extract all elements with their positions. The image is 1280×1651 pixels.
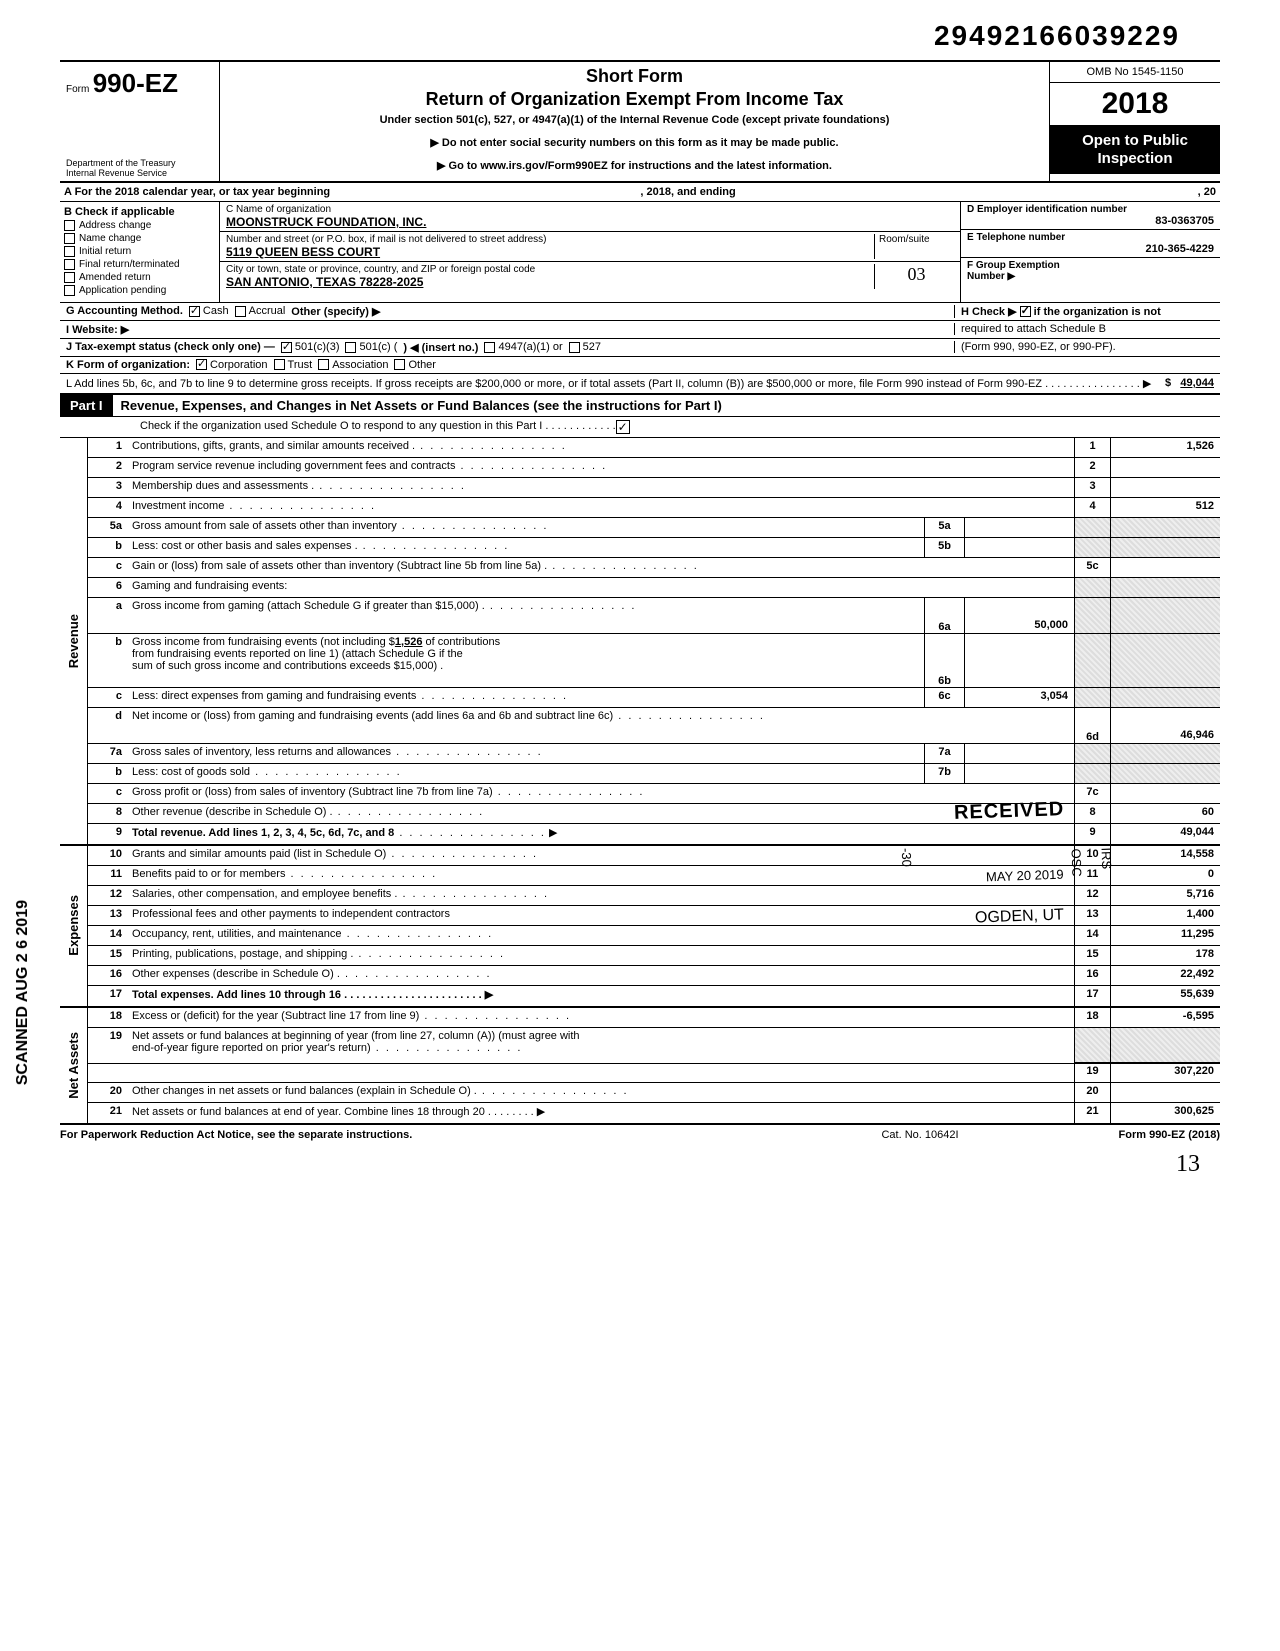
line15-val: 178 bbox=[1110, 946, 1220, 965]
stamp-received: RECEIVED bbox=[953, 798, 1064, 825]
line17-val: 55,639 bbox=[1110, 986, 1220, 1006]
chk-final-return[interactable] bbox=[64, 259, 75, 270]
line9-val: 49,044 bbox=[1110, 824, 1220, 844]
handwritten-03: 03 bbox=[908, 264, 926, 284]
chk-501c[interactable] bbox=[345, 342, 356, 353]
netassets-section: Net Assets 18Excess or (deficit) for the… bbox=[60, 1008, 1220, 1125]
chk-corp[interactable] bbox=[196, 359, 207, 370]
line6a-val: 50,000 bbox=[964, 598, 1074, 633]
expenses-section: Expenses 10Grants and similar amounts pa… bbox=[60, 846, 1220, 1008]
footer-catno: Cat. No. 10642I bbox=[820, 1129, 1020, 1141]
form-number: 990-EZ bbox=[93, 68, 178, 98]
footer-paperwork: For Paperwork Reduction Act Notice, see … bbox=[60, 1129, 820, 1141]
page-number: 13 bbox=[60, 1141, 1220, 1178]
line-k: K Form of organization: Corporation Trus… bbox=[60, 357, 1220, 374]
form-prefix: Form bbox=[66, 84, 89, 95]
header-right: OMB No 1545-1150 2018 Open to Public Ins… bbox=[1050, 62, 1220, 181]
org-city: SAN ANTONIO, TEXAS 78228-2025 bbox=[226, 275, 874, 289]
chk-name-change[interactable] bbox=[64, 233, 75, 244]
line8-val: 60 bbox=[1110, 804, 1220, 823]
chk-sched-o[interactable] bbox=[616, 420, 630, 434]
phone: 210-365-4229 bbox=[967, 243, 1214, 255]
chk-assoc[interactable] bbox=[318, 359, 329, 370]
line10-val: 14,558 bbox=[1110, 846, 1220, 865]
chk-4947[interactable] bbox=[484, 342, 495, 353]
section-def: D Employer identification number 83-0363… bbox=[960, 202, 1220, 302]
line6c-val: 3,054 bbox=[964, 688, 1074, 707]
stamp-date: MAY 20 2019 bbox=[986, 866, 1064, 884]
part1-bar: Part I Revenue, Expenses, and Changes in… bbox=[60, 395, 1220, 417]
chk-address-change[interactable] bbox=[64, 220, 75, 231]
footer-form: Form 990-EZ (2018) bbox=[1020, 1129, 1220, 1141]
chk-other-org[interactable] bbox=[394, 359, 405, 370]
subtitle: Under section 501(c), 527, or 4947(a)(1)… bbox=[228, 114, 1041, 126]
netassets-label: Net Assets bbox=[66, 1032, 81, 1099]
stamp-ogden: OGDEN, UT bbox=[975, 906, 1064, 927]
section-c: C Name of organization MOONSTRUCK FOUNDA… bbox=[220, 202, 960, 302]
block-bcdef: B Check if applicable Address change Nam… bbox=[60, 202, 1220, 303]
line1-val: 1,526 bbox=[1110, 438, 1220, 457]
line-i: I Website: ▶ required to attach Schedule… bbox=[60, 321, 1220, 339]
line7c-val bbox=[1110, 784, 1220, 803]
room-suite-label: Room/suite bbox=[874, 234, 954, 259]
line16-val: 22,492 bbox=[1110, 966, 1220, 985]
scanned-stamp: SCANNED AUG 2 6 2019 bbox=[14, 900, 32, 1085]
line13-val: 1,400 bbox=[1110, 906, 1220, 925]
chk-501c3[interactable] bbox=[281, 342, 292, 353]
revenue-label: Revenue bbox=[66, 614, 81, 668]
chk-trust[interactable] bbox=[274, 359, 285, 370]
line6b-contrib: 1,526 bbox=[395, 636, 423, 648]
gross-receipts: 49,044 bbox=[1180, 377, 1214, 389]
line11-val: 0 bbox=[1110, 866, 1220, 885]
section-b: B Check if applicable Address change Nam… bbox=[60, 202, 220, 302]
line19-val: 307,220 bbox=[1110, 1063, 1220, 1082]
line2-val bbox=[1110, 458, 1220, 477]
line4-val: 512 bbox=[1110, 498, 1220, 517]
note-ssn: ▶ Do not enter social security numbers o… bbox=[228, 136, 1041, 149]
line6d-val: 46,946 bbox=[1110, 708, 1220, 743]
note-url: ▶ Go to www.irs.gov/Form990EZ for instru… bbox=[228, 159, 1041, 172]
revenue-section: Revenue 1Contributions, gifts, grants, a… bbox=[60, 438, 1220, 846]
dln-number: 29492166039229 bbox=[60, 20, 1220, 52]
line-a: A For the 2018 calendar year, or tax yea… bbox=[60, 183, 1220, 202]
expenses-label: Expenses bbox=[66, 895, 81, 956]
line18-val: -6,595 bbox=[1110, 1008, 1220, 1027]
chk-sched-b[interactable] bbox=[1020, 306, 1031, 317]
line-j: J Tax-exempt status (check only one) — 5… bbox=[60, 339, 1220, 357]
line-l: L Add lines 5b, 6c, and 7b to line 9 to … bbox=[60, 374, 1220, 395]
title-return: Return of Organization Exempt From Incom… bbox=[228, 89, 1041, 110]
title-short-form: Short Form bbox=[228, 66, 1041, 87]
line12-val: 5,716 bbox=[1110, 886, 1220, 905]
open-to-public: Open to Public Inspection bbox=[1050, 126, 1220, 174]
line21-val: 300,625 bbox=[1110, 1103, 1220, 1123]
chk-accrual[interactable] bbox=[235, 306, 246, 317]
line14-val: 11,295 bbox=[1110, 926, 1220, 945]
ein: 83-0363705 bbox=[967, 215, 1214, 227]
chk-app-pending[interactable] bbox=[64, 285, 75, 296]
header-mid: Short Form Return of Organization Exempt… bbox=[220, 62, 1050, 181]
tax-year: 2018 bbox=[1050, 83, 1220, 126]
header-left: Form 990-EZ Department of the Treasury I… bbox=[60, 62, 220, 181]
line5c-val bbox=[1110, 558, 1220, 577]
line20-val bbox=[1110, 1083, 1220, 1102]
line-g-h: G Accounting Method. Cash Accrual Other … bbox=[60, 303, 1220, 321]
dept-treasury: Department of the Treasury Internal Reve… bbox=[66, 159, 213, 179]
stamp-dash30: -30 bbox=[899, 848, 915, 867]
line3-val bbox=[1110, 478, 1220, 497]
org-address: 5119 QUEEN BESS COURT bbox=[226, 245, 874, 259]
part1-sub: Check if the organization used Schedule … bbox=[60, 417, 1220, 438]
part1-tag: Part I bbox=[60, 395, 113, 416]
footer: For Paperwork Reduction Act Notice, see … bbox=[60, 1125, 1220, 1141]
omb-number: OMB No 1545-1150 bbox=[1050, 62, 1220, 83]
part1-title: Revenue, Expenses, and Changes in Net As… bbox=[113, 398, 1220, 413]
chk-initial-return[interactable] bbox=[64, 246, 75, 257]
chk-cash[interactable] bbox=[189, 306, 200, 317]
stamp-irs-osc: IRS - OSC bbox=[1069, 847, 1115, 877]
chk-amended[interactable] bbox=[64, 272, 75, 283]
org-name: MOONSTRUCK FOUNDATION, INC. bbox=[226, 215, 954, 229]
form-header: Form 990-EZ Department of the Treasury I… bbox=[60, 62, 1220, 183]
chk-527[interactable] bbox=[569, 342, 580, 353]
